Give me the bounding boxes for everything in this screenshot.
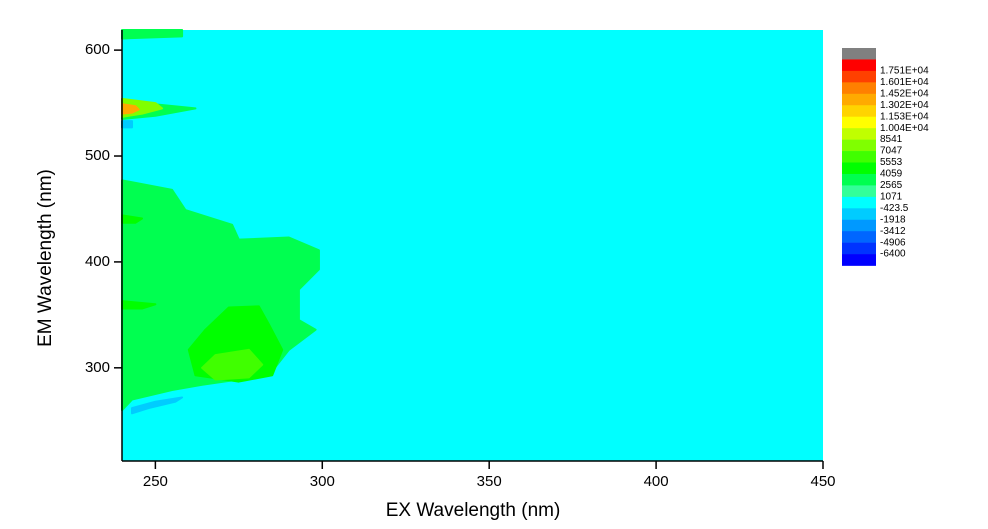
legend-label: 1.601E+04 [880, 77, 929, 88]
legend-swatch [842, 105, 876, 117]
legend-swatch [842, 139, 876, 152]
legend-swatch [842, 208, 876, 221]
legend-label: 1071 [880, 191, 903, 202]
legend-label: -423.5 [880, 203, 909, 214]
y-tick-label: 500 [85, 147, 110, 164]
contour-region [121, 120, 134, 129]
x-tick-label: 450 [810, 473, 835, 490]
legend-label: -4906 [880, 237, 906, 248]
legend-label: 1.452E+04 [880, 88, 929, 99]
legend-swatch [842, 151, 876, 163]
legend-label: 1.751E+04 [880, 66, 929, 77]
legend-swatch [842, 242, 876, 255]
legend-swatch [842, 219, 876, 232]
y-axis-title: EM Wavelength (nm) [35, 169, 56, 347]
x-tick-label: 250 [143, 473, 168, 490]
x-tick-label: 350 [477, 473, 502, 490]
contour-region [121, 29, 184, 40]
y-tick-label: 600 [85, 41, 110, 58]
legend-label: 8541 [880, 134, 903, 145]
x-tick-label: 300 [310, 473, 335, 490]
legend-label: 1.302E+04 [880, 100, 929, 111]
legend-swatch [842, 116, 876, 129]
legend-swatch [842, 185, 876, 198]
legend-swatch [842, 162, 876, 175]
legend-swatch [842, 128, 876, 140]
legend-label: -6400 [880, 249, 906, 260]
contour-region [131, 396, 184, 415]
legend-swatch [842, 82, 876, 95]
contour-region [201, 348, 264, 381]
x-tick-label: 400 [644, 473, 669, 490]
legend-swatch [842, 231, 876, 243]
legend-swatch [842, 59, 876, 72]
plot-area [121, 29, 823, 461]
legend-swatch [842, 254, 876, 266]
legend-swatch [842, 173, 876, 186]
x-axis-title: EX Wavelength (nm) [386, 500, 561, 521]
legend-swatch [842, 93, 876, 106]
y-tick-label: 400 [85, 253, 110, 270]
legend-label: 1.153E+04 [880, 111, 929, 122]
y-tick-label: 300 [85, 359, 110, 376]
legend-label: 2565 [880, 180, 903, 191]
legend-label: 5553 [880, 157, 903, 168]
legend-label: -1918 [880, 214, 906, 225]
legend-swatch [842, 48, 876, 60]
legend-label: 7047 [880, 146, 903, 157]
legend-label: -3412 [880, 226, 906, 237]
legend-label: 4059 [880, 169, 903, 180]
legend-swatch [842, 70, 876, 83]
legend-label: 1.004E+04 [880, 123, 929, 134]
legend-swatch [842, 196, 876, 209]
